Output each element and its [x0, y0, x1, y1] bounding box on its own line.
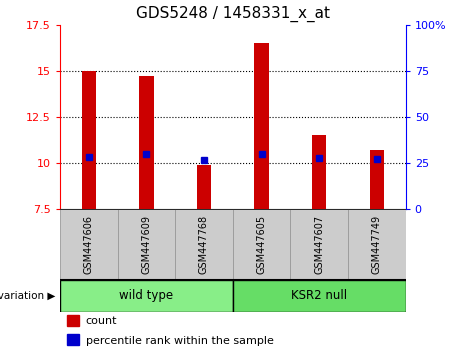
- Text: KSR2 null: KSR2 null: [291, 289, 347, 302]
- Bar: [60, 280, 233, 312]
- Text: GSM447606: GSM447606: [84, 215, 94, 274]
- Bar: [139, 76, 154, 209]
- Bar: [233, 280, 406, 312]
- Bar: [60, 209, 118, 280]
- Text: count: count: [86, 316, 118, 326]
- Bar: [254, 43, 269, 209]
- Bar: [312, 135, 326, 209]
- Title: GDS5248 / 1458331_x_at: GDS5248 / 1458331_x_at: [136, 6, 330, 22]
- Bar: [197, 165, 211, 209]
- Text: wild type: wild type: [119, 289, 173, 302]
- Bar: [67, 335, 79, 346]
- Text: GSM447749: GSM447749: [372, 215, 382, 274]
- Bar: [118, 209, 175, 280]
- Text: genotype/variation ▶: genotype/variation ▶: [0, 291, 55, 301]
- Bar: [370, 150, 384, 209]
- Bar: [233, 209, 290, 280]
- Text: GSM447605: GSM447605: [257, 215, 266, 274]
- Text: GSM447607: GSM447607: [314, 215, 324, 274]
- Bar: [348, 209, 406, 280]
- Bar: [290, 209, 348, 280]
- Bar: [82, 71, 96, 209]
- Text: GSM447609: GSM447609: [142, 215, 151, 274]
- Text: GSM447768: GSM447768: [199, 215, 209, 274]
- Text: percentile rank within the sample: percentile rank within the sample: [86, 336, 274, 346]
- Bar: [67, 315, 79, 326]
- Bar: [175, 209, 233, 280]
